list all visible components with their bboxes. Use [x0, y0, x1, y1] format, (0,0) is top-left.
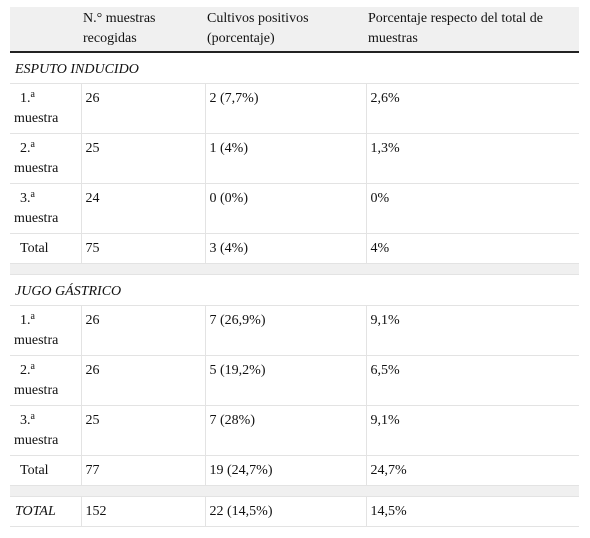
cell-cultivos: 1 (4%) [205, 133, 367, 184]
grand-total-label: TOTAL [10, 496, 82, 527]
cell-n: 26 [81, 355, 206, 406]
row-word: muestra [14, 160, 59, 176]
cell-n: 26 [81, 83, 206, 134]
cell-pct: 6,5% [366, 355, 579, 406]
cell-pct: 9,1% [366, 305, 579, 356]
cell-pct: 2,6% [366, 83, 579, 134]
cell-cultivos: 19 (24,7%) [205, 455, 367, 486]
section-title: JUGO GÁSTRICO [10, 274, 579, 306]
table-row: 3.a muestra 24 0 (0%) 0% [10, 183, 579, 234]
cell-pct: 24,7% [366, 455, 579, 486]
header-porcentaje: Porcentaje respecto del total de muestra… [366, 7, 579, 53]
row-num: 2.a [20, 360, 35, 378]
cell-n: 77 [81, 455, 206, 486]
cell-n: 75 [81, 233, 206, 264]
cell-n: 24 [81, 183, 206, 234]
row-num: 1.a [20, 310, 35, 328]
cell-cultivos: 7 (26,9%) [205, 305, 367, 356]
header-row: N.° muestras recogidas Cultivos positivo… [10, 7, 579, 53]
row-num: 1.a [20, 88, 35, 106]
row-label: 1.a muestra [10, 305, 82, 356]
row-label: 2.a muestra [10, 133, 82, 184]
cell-n: 26 [81, 305, 206, 356]
grand-total-row: TOTAL 152 22 (14,5%) 14,5% [10, 496, 579, 527]
cell-cultivos: 22 (14,5%) [205, 496, 367, 527]
row-num: 3.a [20, 410, 35, 428]
section-title: ESPUTO INDUCIDO [10, 52, 579, 84]
cell-cultivos: 0 (0%) [205, 183, 367, 234]
section-row: JUGO GÁSTRICO [10, 274, 579, 306]
data-table-container: N.° muestras recogidas Cultivos positivo… [10, 7, 579, 527]
cell-n: 152 [81, 496, 206, 527]
row-word: muestra [14, 382, 59, 398]
cell-cultivos: 5 (19,2%) [205, 355, 367, 406]
table-row: 2.a muestra 25 1 (4%) 1,3% [10, 133, 579, 184]
table-row: 1.a muestra 26 2 (7,7%) 2,6% [10, 83, 579, 134]
subtotal-row: Total 77 19 (24,7%) 24,7% [10, 455, 579, 486]
header-empty [10, 7, 81, 53]
row-label: 3.a muestra [10, 183, 82, 234]
cell-cultivos: 2 (7,7%) [205, 83, 367, 134]
row-word: muestra [14, 210, 59, 226]
row-label: 1.a muestra [10, 83, 82, 134]
cell-n: 25 [81, 133, 206, 184]
row-label: Total [10, 455, 82, 486]
row-label: 3.a muestra [10, 405, 82, 456]
spacer-row [10, 263, 579, 275]
subtotal-row: Total 75 3 (4%) 4% [10, 233, 579, 264]
section-row: ESPUTO INDUCIDO [10, 52, 579, 84]
table-row: 2.a muestra 26 5 (19,2%) 6,5% [10, 355, 579, 406]
cell-n: 25 [81, 405, 206, 456]
row-label: 2.a muestra [10, 355, 82, 406]
header-n-muestras: N.° muestras recogidas [81, 7, 205, 53]
cell-cultivos: 3 (4%) [205, 233, 367, 264]
row-num: 2.a [20, 138, 35, 156]
row-label: Total [10, 233, 82, 264]
cell-pct: 1,3% [366, 133, 579, 184]
row-num: 3.a [20, 188, 35, 206]
cell-pct: 9,1% [366, 405, 579, 456]
results-table: N.° muestras recogidas Cultivos positivo… [10, 7, 579, 527]
header-cultivos: Cultivos positivos (porcentaje) [205, 7, 366, 53]
cell-pct: 0% [366, 183, 579, 234]
spacer-row [10, 485, 579, 497]
table-row: 3.a muestra 25 7 (28%) 9,1% [10, 405, 579, 456]
row-word: muestra [14, 432, 59, 448]
cell-pct: 4% [366, 233, 579, 264]
row-word: muestra [14, 110, 59, 126]
row-word: muestra [14, 332, 59, 348]
cell-cultivos: 7 (28%) [205, 405, 367, 456]
cell-pct: 14,5% [366, 496, 579, 527]
table-row: 1.a muestra 26 7 (26,9%) 9,1% [10, 305, 579, 356]
